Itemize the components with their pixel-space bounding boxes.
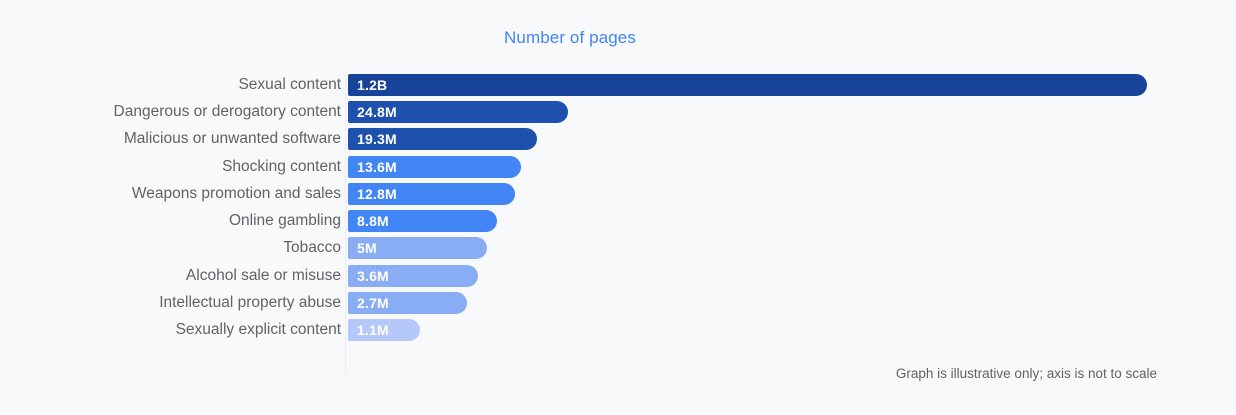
bar-track: 5M [348,237,1236,260]
chart-footnote: Graph is illustrative only; axis is not … [895,366,1157,381]
bar-track: 3.6M [348,264,1236,287]
category-label: Dangerous or derogatory content [113,102,341,120]
bar: 3.6M [348,264,478,287]
bar-value-label: 8.8M [357,213,389,230]
chart-row: Alcohol sale or misuse 3.6M [0,262,1236,289]
chart-row: Malicious or unwanted software 19.3M [0,126,1236,153]
bar-value-label: 13.6M [357,158,397,175]
bar-track: 13.6M [348,155,1236,178]
category-label: Shocking content [222,157,341,175]
category-label: Online gambling [228,212,341,230]
chart-row: Intellectual property abuse 2.7M [0,289,1236,316]
chart-row: Shocking content 13.6M [0,153,1236,180]
bar-track: 1.1M [348,319,1236,342]
chart-rows: Sexual content 1.2B Dangerous or derogat… [0,71,1236,344]
bar: 1.2B [348,73,1147,96]
y-axis-line [345,70,346,375]
category-label: Alcohol sale or misuse [185,266,341,284]
bar: 24.8M [348,100,568,123]
bar-value-label: 3.6M [357,267,389,284]
bar-value-label: 12.8M [357,185,397,202]
bar: 8.8M [348,210,497,233]
chart-row: Online gambling 8.8M [0,207,1236,234]
chart-row: Sexually explicit content 1.1M [0,317,1236,344]
category-label: Malicious or unwanted software [123,130,341,148]
bar-value-label: 24.8M [357,103,397,120]
bar-track: 2.7M [348,292,1236,315]
bar-track: 1.2B [348,73,1236,96]
category-label: Weapons promotion and sales [131,184,341,202]
bar: 13.6M [348,155,521,178]
bottom-edge-strip [0,412,1236,415]
bar-track: 8.8M [348,210,1236,233]
bar-value-label: 19.3M [357,131,397,148]
bar-value-label: 1.2B [357,76,388,93]
chart-row: Weapons promotion and sales 12.8M [0,180,1236,207]
bar: 1.1M [348,319,420,342]
category-label: Sexually explicit content [175,321,341,339]
bar: 12.8M [348,182,515,205]
chart-title: Number of pages [504,28,636,47]
bar: 5M [348,237,487,260]
bar: 19.3M [348,128,537,151]
category-label: Sexual content [238,75,341,93]
bar-track: 19.3M [348,128,1236,151]
bar-value-label: 1.1M [357,322,389,339]
bar: 2.7M [348,292,467,315]
category-label: Tobacco [283,239,341,257]
bar-value-label: 2.7M [357,295,389,312]
bar-value-label: 5M [357,240,377,257]
chart-row: Tobacco 5M [0,235,1236,262]
bar-track: 12.8M [348,182,1236,205]
category-label: Intellectual property abuse [159,294,341,312]
bar-track: 24.8M [348,100,1236,123]
chart-row: Sexual content 1.2B [0,71,1236,98]
chart-row: Dangerous or derogatory content 24.8M [0,98,1236,125]
